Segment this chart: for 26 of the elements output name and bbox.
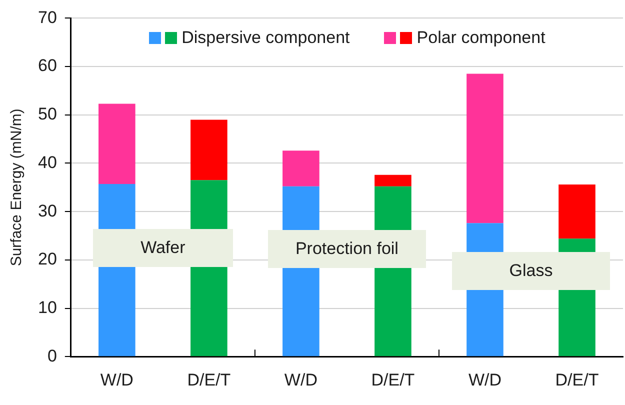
x-tick-label: D/E/T [555, 370, 599, 390]
annotation: Wafer [140, 238, 186, 258]
y-tick-label: 40 [38, 152, 57, 172]
annotation: Protection foil [295, 238, 398, 259]
y-axis-title: Surface Energy (mN/m) [8, 108, 26, 266]
bar [374, 174, 412, 186]
y-tick-label: 60 [38, 56, 57, 76]
legend-label: Polar component [416, 28, 546, 48]
y-tick-label: 20 [38, 250, 57, 269]
legend-label: Dispersive component [182, 28, 350, 48]
bar [190, 120, 228, 180]
bar [558, 184, 596, 239]
bar [282, 150, 320, 186]
y-tick-label: 70 [38, 8, 57, 27]
y-tick-label: 30 [38, 201, 57, 220]
x-tick-label: W/D [468, 370, 502, 390]
y-tick-label: 0 [47, 346, 57, 366]
y-tick-label: 10 [38, 298, 57, 317]
x-tick-label: W/D [284, 370, 318, 390]
x-tick-label: D/E/T [187, 370, 231, 390]
x-tick-label: W/D [100, 370, 134, 390]
y-tick-label: 50 [38, 104, 57, 124]
bar [98, 104, 136, 184]
annotation: Glass [509, 260, 553, 281]
x-tick-label: D/E/T [371, 370, 415, 390]
bar [466, 74, 504, 224]
